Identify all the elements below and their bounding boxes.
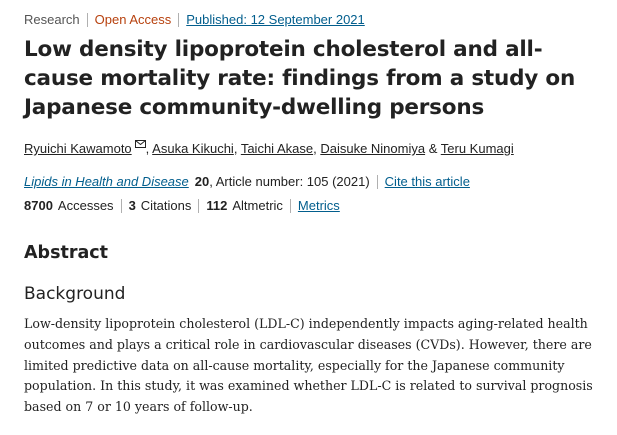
- author-link[interactable]: Taichi Akase: [240, 141, 314, 156]
- article-title: Low density lipoprotein cholesterol and …: [24, 37, 576, 120]
- divider: [376, 174, 378, 189]
- open-access-badge: Open Access: [94, 12, 172, 27]
- article-metrics: 8700 Accesses 3 Citations 112 Altmetric …: [24, 198, 340, 213]
- accesses-label: Accesses: [57, 198, 114, 213]
- author-link[interactable]: Asuka Kikuchi: [152, 141, 234, 156]
- author-separator: ,: [145, 141, 153, 156]
- author-separator: ,: [233, 141, 241, 156]
- author-link[interactable]: Ryuichi Kawamoto: [24, 141, 132, 156]
- author-separator: ,: [313, 141, 321, 156]
- journal-link[interactable]: Lipids in Health and Disease: [24, 174, 189, 189]
- author-link[interactable]: Daisuke Ninomiya: [320, 141, 426, 156]
- divider: [120, 198, 122, 213]
- divider: [289, 198, 291, 213]
- abstract-paragraph: Low-density lipoprotein cholesterol (LDL…: [24, 316, 593, 415]
- divider: [86, 12, 88, 27]
- citation-line: Lipids in Health and Disease 20 , Articl…: [24, 174, 470, 189]
- published-date-link[interactable]: Published: 12 September 2021: [186, 12, 365, 27]
- mail-icon[interactable]: [134, 140, 146, 148]
- divider: [178, 12, 180, 27]
- citations-count: 3: [128, 198, 136, 213]
- citations-label: Citations: [140, 198, 192, 213]
- article-meta: Research Open Access Published: 12 Septe…: [24, 12, 365, 27]
- background-heading: Background: [24, 284, 126, 304]
- accesses-count: 8700: [24, 198, 53, 213]
- article-number: , Article number: 105 (2021): [209, 174, 370, 189]
- journal-volume: 20: [194, 174, 210, 189]
- author-separator: &: [425, 141, 441, 156]
- metrics-link[interactable]: Metrics: [297, 198, 340, 213]
- cite-this-article-link[interactable]: Cite this article: [384, 174, 470, 189]
- author-link[interactable]: Teru Kumagi: [440, 141, 514, 156]
- abstract-heading: Abstract: [24, 243, 109, 263]
- divider: [198, 198, 200, 213]
- altmetric-score: 112: [206, 198, 228, 213]
- article-type: Research: [24, 12, 80, 27]
- altmetric-label: Altmetric: [232, 198, 283, 213]
- author-list: Ryuichi Kawamoto, Asuka Kikuchi, Taichi …: [24, 140, 514, 156]
